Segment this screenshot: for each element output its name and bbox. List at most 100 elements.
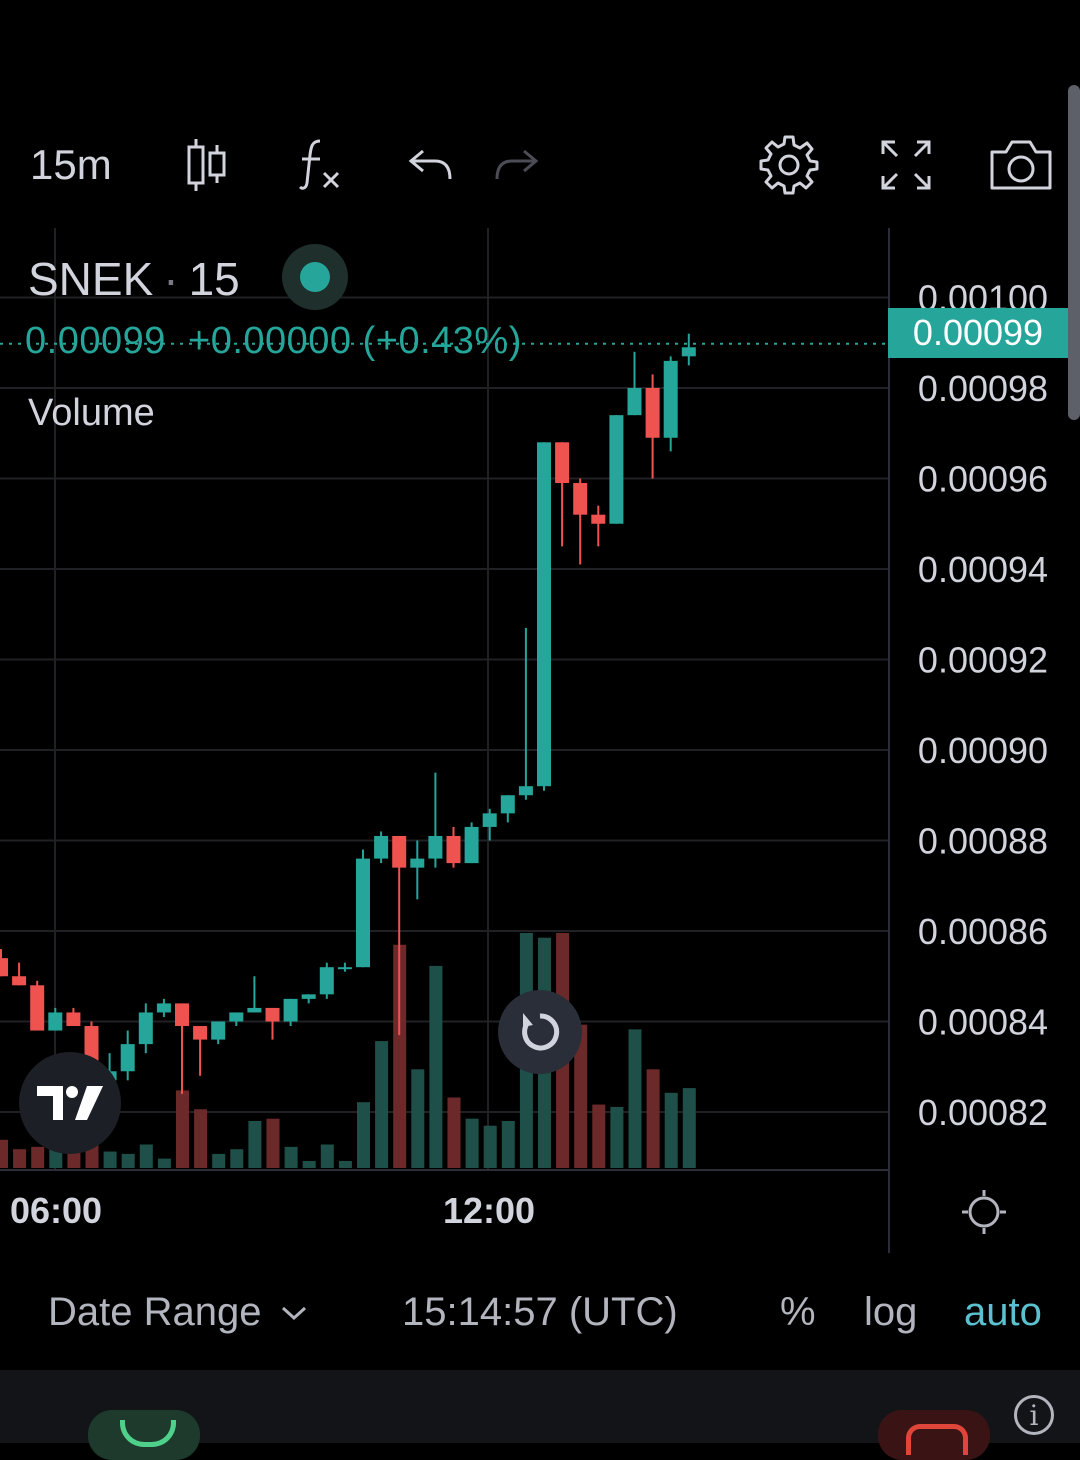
volume-bar (248, 1121, 262, 1168)
candle-body (627, 388, 642, 416)
volume-bar (592, 1104, 606, 1168)
log-toggle[interactable]: log (864, 1290, 918, 1334)
date-range-button[interactable]: Date Range (48, 1255, 309, 1370)
candle-body (283, 998, 298, 1022)
legend-change-pct: (+0.43%) (362, 320, 522, 362)
scale-settings-icon[interactable] (960, 1188, 1008, 1241)
candle-body (337, 967, 352, 970)
volume-bar (501, 1121, 515, 1168)
candle-body (193, 1026, 208, 1040)
volume-bar (194, 1109, 208, 1168)
candle-body (410, 858, 425, 868)
volume-bar (266, 1118, 280, 1168)
price-tick-label: 0.00088 (918, 821, 1048, 862)
reset-icon (522, 1013, 560, 1051)
price-tick-label: 0.00082 (918, 1092, 1048, 1133)
chevron-down-icon (282, 1306, 307, 1320)
volume-bar (393, 944, 407, 1168)
volume-bar (176, 1090, 189, 1168)
candle-body (681, 347, 696, 357)
volume-bar (139, 1144, 153, 1168)
info-icon[interactable]: i (1014, 1395, 1054, 1435)
candles-icon[interactable] (180, 110, 232, 220)
settings-icon[interactable] (756, 110, 822, 220)
price-tick-label: 0.00092 (918, 640, 1048, 681)
volume-bar (610, 1106, 624, 1168)
price-tick-label: 0.00084 (918, 1002, 1048, 1043)
chart-toolbar: 15m (0, 110, 1080, 220)
legend-separator: · (163, 253, 179, 305)
market-status-icon[interactable] (282, 244, 348, 310)
volume-bar (646, 1069, 660, 1168)
candle-body (482, 813, 497, 827)
utc-clock[interactable]: 15:14:57 (UTC) (402, 1290, 678, 1334)
scrollbar[interactable] (1068, 85, 1080, 420)
volume-bar (574, 1024, 588, 1168)
candle-body (374, 835, 389, 859)
volume-bar (212, 1153, 226, 1168)
candle-body (464, 826, 479, 864)
legend-title: SNEK · 15 (28, 252, 240, 306)
volume-legend[interactable]: Volume (28, 392, 155, 434)
candle-body (301, 994, 316, 999)
candle-body (175, 1003, 189, 1027)
legend-change: +0.00000 (188, 320, 352, 362)
candle-body (591, 514, 606, 524)
volume-bar (483, 1125, 497, 1168)
volume-bar (320, 1144, 334, 1168)
volume-bar (0, 1139, 8, 1168)
price-tick-label: 0.00096 (918, 459, 1048, 500)
candle-body (663, 360, 678, 438)
volume-bar (157, 1158, 171, 1168)
auto-toggle[interactable]: auto (964, 1290, 1042, 1334)
volume-bar (429, 965, 443, 1168)
candle-body (0, 958, 8, 977)
volume-bar (302, 1160, 316, 1168)
percent-toggle[interactable]: % (780, 1290, 816, 1334)
volume-bar (357, 1102, 370, 1168)
bull-button[interactable] (88, 1410, 200, 1460)
reset-chart-button[interactable] (498, 990, 582, 1074)
candle-body (247, 1007, 262, 1013)
volume-bar (682, 1088, 696, 1168)
legend-price: 0.00099 (25, 320, 166, 362)
volume-bar (338, 1160, 352, 1168)
candle-body (66, 1012, 81, 1027)
price-tick-label: 0.00098 (918, 368, 1048, 409)
tradingview-logo[interactable] (19, 1052, 121, 1154)
volume-bar (284, 1146, 298, 1168)
candle-body (12, 976, 27, 986)
last-price-tag: 0.00099 (888, 308, 1068, 358)
time-label: 12:00 (443, 1190, 536, 1231)
volume-bar (103, 1151, 117, 1168)
candle-body (356, 858, 370, 968)
volume-bar (447, 1097, 461, 1168)
time-label: 06:00 (10, 1190, 103, 1231)
symbol-name[interactable]: SNEK (28, 253, 154, 305)
price-chart[interactable]: 0.001000.000980.000960.000940.000920.000… (0, 228, 1080, 1253)
candle-body (645, 388, 660, 438)
bottom-toolbar: Date Range 15:14:57 (UTC) % log auto (0, 1255, 1080, 1370)
camera-icon[interactable] (988, 110, 1054, 220)
candle-body (518, 786, 533, 796)
redo-icon[interactable] (492, 110, 542, 220)
indicators-icon[interactable] (295, 110, 345, 220)
volume-bar (375, 1041, 389, 1168)
volume-bar (121, 1153, 135, 1168)
price-tick-label: 0.00090 (918, 730, 1048, 771)
volume-bar (13, 1149, 27, 1168)
candle-body (156, 1003, 171, 1013)
candle-body (537, 442, 551, 787)
undo-icon[interactable] (405, 110, 455, 220)
bear-icon (906, 1424, 968, 1455)
volume-bar (31, 1146, 45, 1168)
volume-bar (628, 1029, 642, 1168)
interval-button[interactable]: 15m (30, 141, 112, 188)
candle-body (138, 1012, 153, 1045)
bear-button[interactable] (878, 1410, 990, 1460)
price-tick-label: 0.00086 (918, 911, 1048, 952)
fullscreen-icon[interactable] (878, 110, 934, 220)
candle-body (229, 1012, 244, 1022)
legend-values: 0.00099 +0.00000 (+0.43%) (25, 320, 522, 363)
tradingview-logo-icon (37, 1086, 103, 1120)
